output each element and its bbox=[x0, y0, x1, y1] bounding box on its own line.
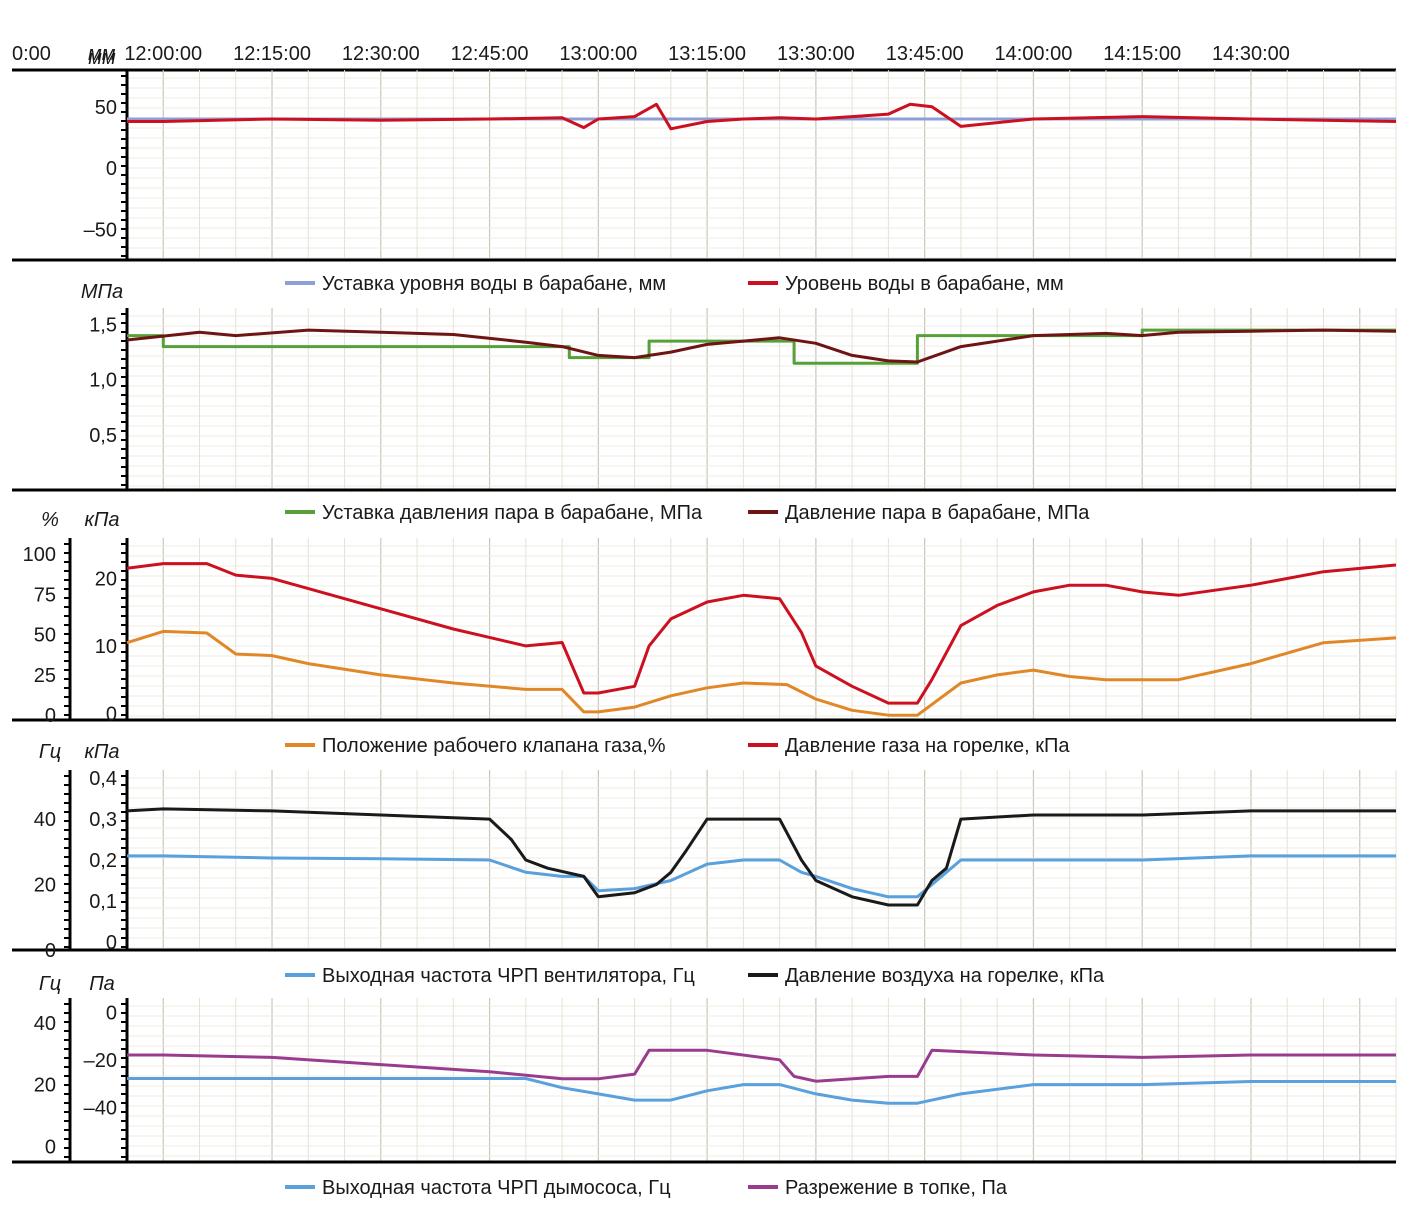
y-tick-label: –20 bbox=[84, 1050, 117, 1072]
panel-exhaust: Гц Па 0 –20 –40 40 20 0 Выходная частота ЧРП дым… bbox=[12, 973, 1397, 1199]
legend-label: Выходная частота ЧРП дымососа, Гц bbox=[322, 1177, 671, 1199]
time-tick-label: 12:15:00 bbox=[233, 43, 311, 65]
y-tick-label: 0,3 bbox=[89, 809, 117, 831]
series-line-water-level-1 bbox=[127, 102, 1397, 131]
y-tick-label: 0 bbox=[106, 932, 117, 954]
legend-label: Уставка давления пара в барабане, МПа bbox=[322, 502, 703, 524]
legend-label: Давление газа на горелке, кПа bbox=[785, 735, 1070, 757]
y-tick-label: 1,5 bbox=[89, 315, 117, 337]
y-tick-label-left: 25 bbox=[34, 665, 56, 687]
y-tick-label-left: 0 bbox=[45, 940, 56, 962]
y-tick-label: 20 bbox=[95, 568, 117, 590]
y-unit-label: МПа bbox=[81, 281, 123, 303]
y-tick-label-left: 20 bbox=[34, 1075, 56, 1097]
legend-label: Разрежение в топке, Па bbox=[785, 1177, 1008, 1199]
y-tick-label: 1,0 bbox=[89, 370, 117, 392]
legend-label: Уровень воды в барабане, мм bbox=[785, 273, 1064, 295]
y-tick-label-left: 75 bbox=[34, 584, 56, 606]
y-tick-label-left: 100 bbox=[23, 544, 56, 566]
y-tick-label-left: 0 bbox=[45, 705, 56, 727]
y-tick-label: 0 bbox=[106, 158, 117, 180]
y-unit-label: мм bbox=[88, 47, 116, 69]
time-tick-label: 13:00:00 bbox=[559, 43, 637, 65]
y-tick-label: 0,2 bbox=[89, 850, 117, 872]
y-tick-label-left: 20 bbox=[34, 875, 56, 897]
y-unit-label: кПа bbox=[84, 741, 119, 763]
legend-label: Уставка уровня воды в барабане, мм bbox=[322, 273, 666, 295]
time-tick-label: 14:00:00 bbox=[994, 43, 1072, 65]
y-unit-label: Па bbox=[89, 973, 115, 995]
y-tick-label: –50 bbox=[84, 219, 117, 241]
legend-label: Выходная частота ЧРП вентилятора, Гц bbox=[322, 965, 695, 987]
panel-air: Гц кПа 0,4 0,3 0,2 0,1 0 40 20 0 Выходная частота … bbox=[12, 741, 1397, 987]
y-tick-label-left: 50 bbox=[34, 625, 56, 647]
series-line-gas-1 bbox=[126, 562, 1397, 705]
time-tick-label: 12:45:00 bbox=[451, 43, 529, 65]
time-tick-label: 13:15:00 bbox=[668, 43, 746, 65]
time-tick-label: 14:15:00 bbox=[1103, 43, 1181, 65]
legend-label: Положение рабочего клапана газа,% bbox=[322, 735, 666, 757]
legend-label: Давление пара в барабане, МПа bbox=[785, 502, 1090, 524]
series-line-exhaust-0 bbox=[127, 1077, 1396, 1105]
y-tick-label-left: 0 bbox=[45, 1137, 56, 1159]
y-tick-label: 0 bbox=[106, 703, 117, 725]
panel-water-level: мм 50 0 –50 Уставка уровня воды в барабане, … bbox=[12, 47, 1397, 295]
y-tick-label: 0,1 bbox=[89, 891, 117, 913]
y-unit-label: Гц bbox=[39, 973, 61, 995]
series-line-steam-pressure-0 bbox=[127, 328, 1396, 365]
time-tick-label: 13:30:00 bbox=[777, 43, 855, 65]
time-axis-unit-label: мм bbox=[88, 43, 116, 65]
y-tick-label-left: 40 bbox=[34, 809, 56, 831]
y-tick-label: 0,5 bbox=[89, 425, 117, 447]
series-line-air-0 bbox=[127, 854, 1396, 899]
series-line-steam-pressure-1 bbox=[126, 328, 1397, 364]
time-tick-label: 12:30:00 bbox=[342, 43, 420, 65]
y-tick-label: 10 bbox=[95, 636, 117, 658]
y-tick-label-left: 40 bbox=[34, 1013, 56, 1035]
y-tick-label: 0 bbox=[106, 1002, 117, 1024]
y-tick-label: –40 bbox=[84, 1097, 117, 1119]
legend-label: Давление воздуха на горелке, кПа bbox=[785, 965, 1105, 987]
y-tick-label: 0,4 bbox=[89, 768, 117, 790]
panel-steam-pressure: МПа 1,5 1,0 0,5 Уставка давления пара в бара… bbox=[12, 281, 1397, 524]
y-tick-label: 50 bbox=[95, 97, 117, 119]
time-tick-label: 13:45:00 bbox=[886, 43, 964, 65]
y-unit-label: Гц bbox=[39, 741, 61, 763]
time-axis-left-label: 0:00 bbox=[12, 43, 51, 65]
y-unit-label: % bbox=[41, 509, 59, 531]
y-unit-label: кПа bbox=[84, 509, 119, 531]
series-line-gas-0 bbox=[126, 629, 1397, 717]
time-tick-label: 14:30:00 bbox=[1212, 43, 1290, 65]
time-tick-label: 12:00:00 bbox=[124, 43, 202, 65]
series-line-exhaust-1 bbox=[127, 1048, 1396, 1083]
